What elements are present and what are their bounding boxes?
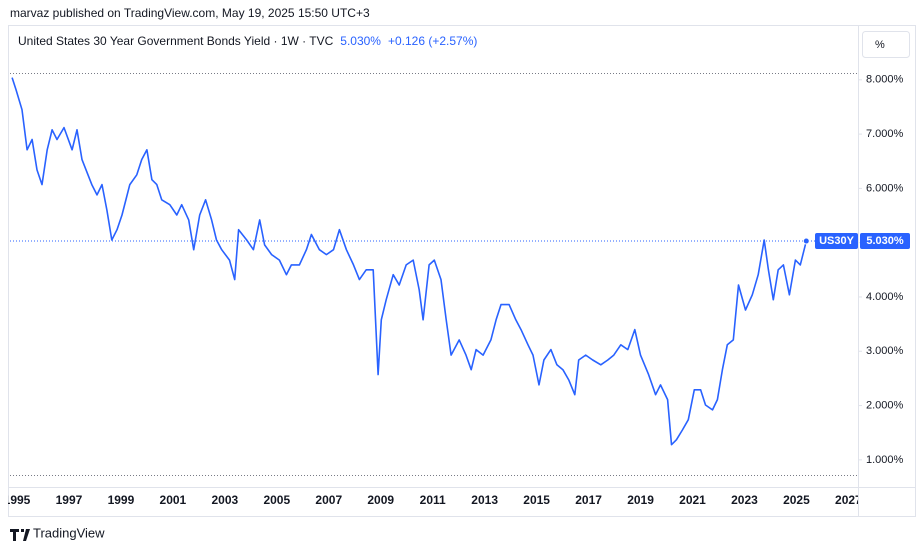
- y-tick-label: 7.000%: [866, 128, 904, 140]
- x-tick-label: 2011: [420, 493, 446, 507]
- x-tick-label: 1995: [4, 493, 31, 507]
- x-tick-label: 2015: [523, 493, 550, 507]
- brand-logo: [10, 529, 30, 541]
- plot-area: [10, 73, 858, 476]
- legend-price: 5.030%: [340, 34, 381, 48]
- legend-change: +0.126 (+2.57%): [388, 34, 477, 48]
- y-tick-label: 2.000%: [866, 399, 904, 411]
- x-tick-label: 1999: [108, 493, 135, 507]
- price-badge-label: 5.030%: [866, 235, 904, 247]
- brand-name: TradingView: [33, 525, 105, 540]
- x-tick-label: 2001: [160, 493, 187, 507]
- x-tick-label: 2013: [471, 493, 498, 507]
- x-tick-label: 2005: [263, 493, 290, 507]
- scale-button-label[interactable]: %: [875, 39, 885, 51]
- x-tick-label: 2017: [575, 493, 602, 507]
- price-badge: [860, 233, 910, 250]
- scale-button[interactable]: [862, 31, 910, 58]
- logo-icon: [10, 529, 30, 541]
- last-point: [802, 237, 810, 245]
- publisher-line: marvaz published on TradingView.com, May…: [10, 6, 370, 20]
- symbol-badge-label: US30Y: [819, 235, 855, 247]
- x-tick-label: 2007: [315, 493, 342, 507]
- x-axis: 1995 1997 1999 2001 2003 2005 2007 2009 2011 2013…: [4, 493, 862, 507]
- x-tick-label: 2023: [731, 493, 758, 507]
- y-tick-label: 6.000%: [866, 182, 904, 194]
- yield-line: [11, 77, 808, 446]
- y-tick-label: 4.000%: [866, 291, 904, 303]
- legend-title: United States 30 Year Government Bonds Y…: [18, 34, 334, 48]
- y-tick-label: 1.000%: [866, 454, 904, 466]
- y-tick-label: 3.000%: [866, 345, 904, 357]
- symbol-badge: [815, 233, 858, 250]
- x-tick-label: 2027: [835, 493, 862, 507]
- x-tick-label: 2019: [627, 493, 654, 507]
- x-tick-label: 2003: [212, 493, 239, 507]
- x-tick-label: 1997: [56, 493, 83, 507]
- x-tick-label: 2009: [367, 493, 394, 507]
- x-tick-label: 2021: [679, 493, 706, 507]
- y-tick-label: 8.000%: [866, 74, 904, 86]
- chart-frame: [8, 25, 916, 517]
- x-tick-label: 2025: [783, 493, 810, 507]
